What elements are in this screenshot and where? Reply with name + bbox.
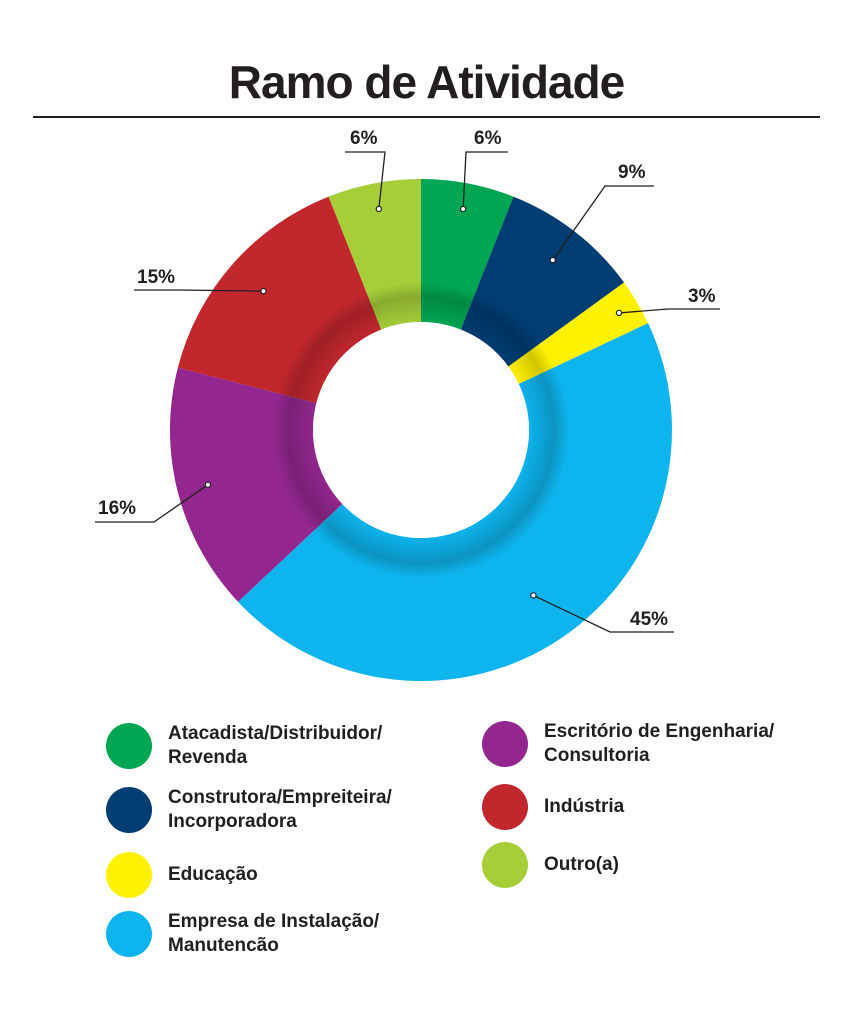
donut-chart: 6% 9% 3% 45% 16% 15% 6% — [95, 128, 720, 681]
legend-label: Escritório de Engenharia/ Consultoria — [544, 721, 775, 766]
legend-item-industria: Indústria — [482, 784, 814, 830]
donut-hole — [313, 322, 529, 538]
legend-label: Empresa de Instalação/ Manutencão — [168, 911, 380, 956]
legend-label: Atacadista/Distribuidor/ Revenda — [168, 723, 383, 768]
callout-marker-empresa — [530, 592, 537, 599]
data-label-atacadista: 6% — [474, 128, 502, 149]
legend-label: Outro(a) — [544, 854, 619, 875]
callout-marker-industria — [260, 287, 267, 295]
legend-item-empresa: Empresa de Instalação/ Manutencão — [106, 910, 438, 958]
data-label-callouts: 6% 9% 3% 45% 16% 15% 6% — [95, 128, 720, 633]
callout-line-escritorio — [95, 484, 209, 523]
legend-swatch — [106, 911, 152, 957]
data-label-outro: 6% — [350, 128, 378, 149]
legend-swatch — [482, 721, 528, 767]
legend-swatch — [482, 784, 528, 830]
callout-marker-construtora — [549, 256, 556, 264]
callout-marker-atacadista — [459, 205, 467, 213]
callout-line-construtora — [552, 185, 654, 261]
data-label-escritorio: 16% — [98, 498, 136, 519]
title-divider — [33, 116, 820, 118]
legend-item-construtora: Construtora/Empreiteira/ Incorporadora — [106, 786, 438, 834]
callout-line-outro — [345, 151, 386, 210]
data-label-construtora: 9% — [618, 162, 646, 183]
callout-line-educacao — [618, 308, 720, 314]
callout-line-atacadista — [462, 151, 508, 210]
legend-swatch — [106, 723, 152, 769]
data-label-empresa: 45% — [630, 609, 668, 630]
legend-label: Educação — [168, 864, 258, 885]
data-label-educacao: 3% — [688, 286, 716, 307]
legend-item-educacao: Educação — [106, 852, 438, 898]
legend-label: Indústria — [544, 796, 625, 817]
legend-item-escritorio: Escritório de Engenharia/ Consultoria — [482, 720, 814, 768]
legend-item-outro: Outro(a) — [482, 842, 814, 888]
legend-swatch — [106, 787, 152, 833]
callout-marker-outro — [375, 205, 383, 213]
data-label-industria: 15% — [137, 267, 175, 288]
callout-line-empresa — [533, 594, 674, 633]
legend-swatch — [482, 842, 528, 888]
legend-item-atacadista: Atacadista/Distribuidor/ Revenda — [106, 722, 438, 770]
callout-line-industria — [134, 289, 264, 292]
callout-marker-escritorio — [204, 481, 212, 488]
chart-title: Ramo de Atividade — [228, 56, 625, 108]
callout-marker-educacao — [615, 309, 623, 317]
legend-label: Construtora/Empreiteira/ Incorporadora — [168, 787, 392, 832]
legend-swatch — [106, 852, 152, 898]
